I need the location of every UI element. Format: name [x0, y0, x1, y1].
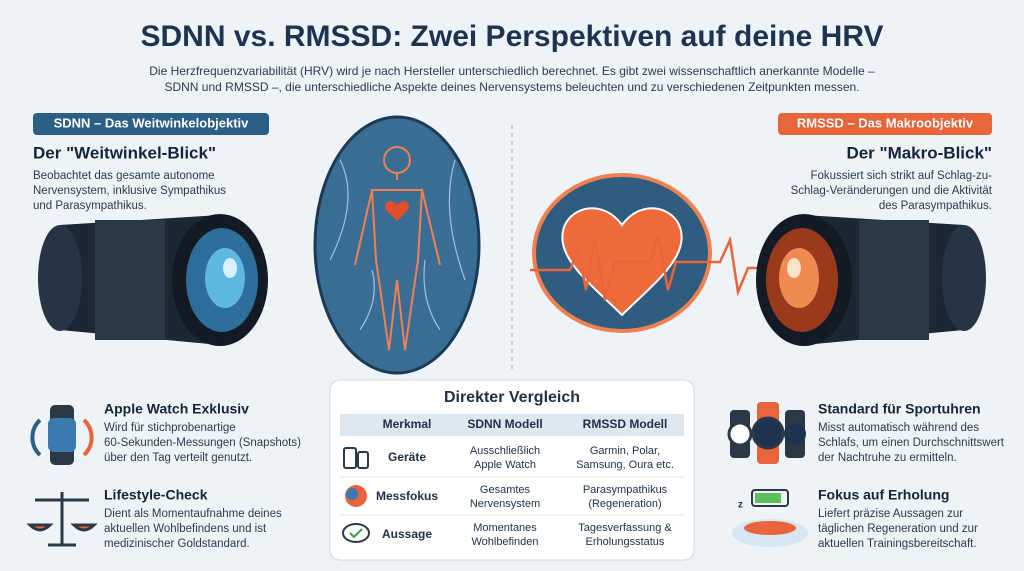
- item-text: Misst automatisch während des: [818, 422, 979, 434]
- table-cell: Samsung, Oura etc.: [576, 459, 674, 471]
- table-cell: Aussage: [382, 527, 432, 541]
- watches-icon: [727, 402, 806, 464]
- item-text: 60-Sekunden-Messungen (Snapshots): [104, 437, 301, 449]
- text: Nervensystem, inklusive Sympathikus: [33, 185, 226, 197]
- heading: Der "Makro-Blick": [846, 143, 992, 162]
- item-text: aktuellen Wohlbefindens und ist: [104, 523, 267, 535]
- badge-text: RMSSD – Das Makroobjektiv: [797, 115, 974, 130]
- table-cell: Gesamtes: [480, 484, 531, 496]
- text: und Parasympathikus.: [33, 200, 147, 212]
- row-icons: [342, 447, 370, 543]
- table-cell: Wohlbefinden: [471, 536, 538, 548]
- item-title: Fokus auf Erholung: [818, 487, 949, 503]
- svg-text:z: z: [738, 500, 743, 511]
- item-text: Wird für stichprobenartige: [104, 422, 236, 434]
- title: SDNN vs. RMSSD: Zwei Perspektiven auf de…: [141, 20, 884, 53]
- item-title: Apple Watch Exklusiv: [104, 401, 249, 417]
- table-cell: Nervensystem: [470, 498, 540, 510]
- item-text: der Nachtruhe zu ermitteln.: [818, 452, 957, 464]
- table-cell: Messfokus: [376, 489, 438, 503]
- item-title: Lifestyle-Check: [104, 487, 208, 503]
- badge: [778, 113, 992, 135]
- badge-text: SDNN – Das Weitwinkelobjektiv: [54, 115, 250, 130]
- item-title: Standard für Sportuhren: [818, 401, 981, 417]
- table-cell: Tagesverfassung &: [578, 522, 672, 534]
- badge: [33, 113, 269, 135]
- item-text: täglichen Regeneration und zur: [818, 523, 978, 535]
- table-cell: Apple Watch: [474, 459, 536, 471]
- table-cell: Ausschließlich: [470, 445, 540, 457]
- table-cell: Erholungsstatus: [586, 536, 665, 548]
- text: des Parasympathikus.: [879, 200, 992, 212]
- scale-icon: [26, 492, 98, 547]
- rest-icon: z: [732, 489, 808, 547]
- table-header-cell: Merkmal: [383, 417, 432, 431]
- text: Beobachtet das gesamte autonome: [33, 170, 215, 182]
- table: Merkmal SDNN Modell RMSSD Modell Geräte Auss…: [340, 417, 684, 548]
- table-cell: (Regeneration): [588, 498, 661, 510]
- item-text: Liefert präzise Aussagen zur: [818, 508, 963, 520]
- table-header-cell: SDNN Modell: [467, 417, 542, 431]
- item-text: medizinischer Goldstandard.: [104, 538, 250, 550]
- heading: Der "Weitwinkel-Blick": [33, 143, 216, 162]
- lens-illustration: [38, 214, 268, 346]
- watch-icon: [30, 405, 94, 465]
- table-header-cell: RMSSD Modell: [583, 417, 668, 431]
- table-title: Direkter Vergleich: [444, 389, 580, 406]
- heart-illustration: [530, 173, 775, 333]
- table-cell: Momentanes: [473, 522, 537, 534]
- item-text: Schlafs, um einen Durchschnittswert: [818, 437, 1005, 449]
- body-illustration: [313, 115, 481, 375]
- item-text: Dient als Momentaufnahme deines: [104, 508, 282, 520]
- item-text: aktuellen Trainingsbereitschaft.: [818, 538, 977, 550]
- lens-illustration: [756, 214, 986, 346]
- intro: SDNN und RMSSD –, die unterschiedliche A…: [164, 80, 859, 94]
- table-cell: Parasympathikus: [583, 484, 668, 496]
- table-cell: Geräte: [388, 450, 426, 464]
- text: Fokussiert sich strikt auf Schlag-zu-: [810, 170, 992, 182]
- table-cell: Garmin, Polar,: [590, 445, 660, 457]
- intro: Die Herzfrequenzvariabilität (HRV) wird …: [149, 64, 875, 78]
- item-text: über den Tag verteilt genutzt.: [104, 452, 252, 464]
- table-header: [340, 414, 684, 436]
- text: Schlag-Veränderungen und die Aktivität: [791, 185, 993, 197]
